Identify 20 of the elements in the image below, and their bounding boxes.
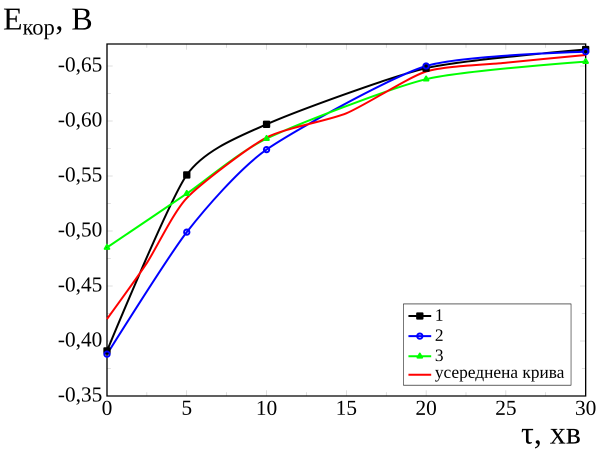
y-tick-label: -0,35 [58,387,102,405]
x-tick-label: 10 [258,400,276,416]
y-tick-label: -0,65 [58,57,102,75]
x-tick-label: 15 [338,400,356,416]
x-tick-label: 0 [102,400,112,416]
x-tick-label: 25 [496,400,516,416]
legend-label: 3 [436,350,443,362]
y-tick-label: -0,50 [58,222,102,240]
legend-label: усереднена крива [435,370,564,382]
y-axis-title: E$_{кор}$, В [4,8,92,40]
x-tick-label: 20 [416,400,436,416]
x-tick-label: 30 [576,400,596,416]
legend-label: 1 [436,309,442,321]
y-tick-label: -0,45 [58,277,102,295]
x-axis-title: τ, хв [522,428,580,448]
y-tick-label: -0,40 [58,332,102,350]
y-tick-label: -0,55 [58,167,102,185]
legend-label: 2 [436,329,443,341]
y-tick-label: -0,60 [58,112,102,130]
x-tick-label: 5 [182,400,192,415]
